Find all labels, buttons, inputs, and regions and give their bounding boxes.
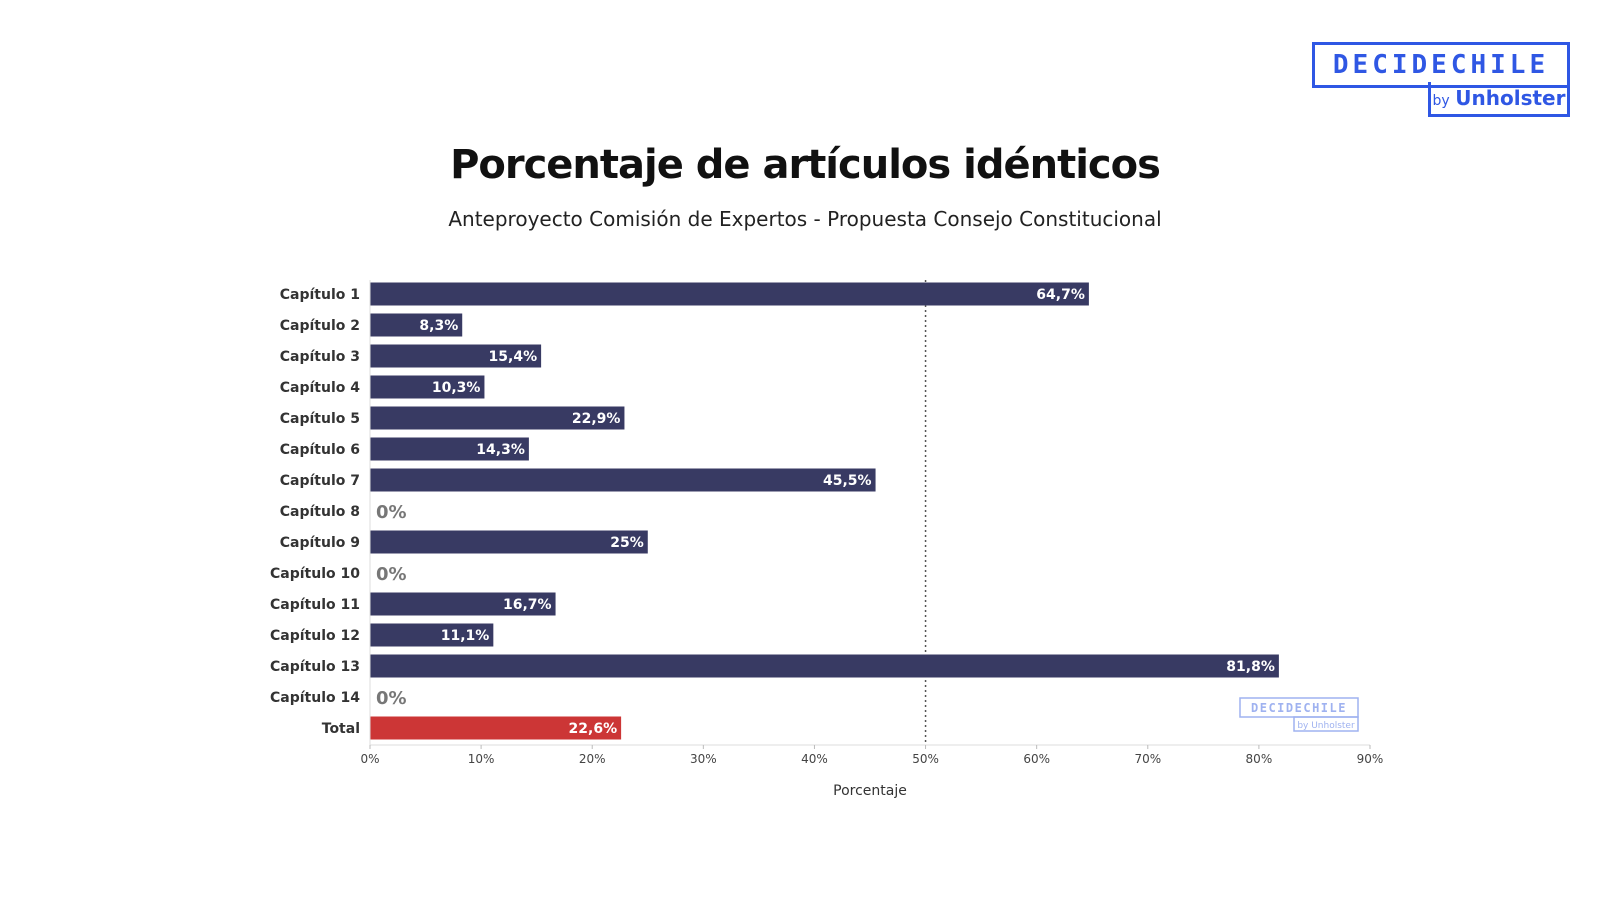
bar-value-label: 16,7% <box>503 597 552 613</box>
bar-value-label: 22,6% <box>569 721 618 737</box>
bar-value-label: 14,3% <box>476 442 525 458</box>
bar-value-label: 11,1% <box>441 628 490 644</box>
bar <box>370 437 529 461</box>
bar <box>370 344 542 368</box>
category-label: Capítulo 4 <box>280 380 360 396</box>
logo-brand-text: Unholster <box>1455 86 1566 110</box>
chart-title: Porcentaje de artículos idénticos <box>450 142 1161 188</box>
category-label: Capítulo 5 <box>280 411 360 427</box>
category-label: Capítulo 7 <box>280 473 360 489</box>
bar <box>370 375 485 399</box>
bar <box>370 468 876 492</box>
bar-value-label-zero: 0% <box>376 502 407 523</box>
category-label: Capítulo 3 <box>280 349 360 365</box>
x-tick-label: 90% <box>1357 752 1384 766</box>
x-tick-label: 60% <box>1023 752 1050 766</box>
bar <box>370 654 1279 678</box>
bar-value-label: 81,8% <box>1226 659 1275 675</box>
category-label: Capítulo 2 <box>280 318 360 334</box>
bar-value-label: 8,3% <box>419 318 458 334</box>
x-tick-label: 20% <box>579 752 606 766</box>
x-tick-label: 10% <box>468 752 495 766</box>
x-tick-label: 0% <box>360 752 379 766</box>
category-label: Capítulo 11 <box>270 597 360 613</box>
bar <box>370 313 463 337</box>
bar <box>370 623 494 647</box>
category-label: Capítulo 6 <box>280 442 360 458</box>
watermark-byline-frame <box>1293 716 1359 732</box>
logo-wordmark: DECIDECHILE <box>1312 42 1570 88</box>
bar-value-label-zero: 0% <box>376 688 407 709</box>
watermark-wordmark: DECIDECHILE <box>1251 701 1347 715</box>
bar <box>370 406 625 430</box>
x-tick-label: 80% <box>1246 752 1273 766</box>
bar-value-label: 10,3% <box>432 380 481 396</box>
bar-value-label: 64,7% <box>1036 287 1085 303</box>
chart-subtitle: Anteproyecto Comisión de Expertos - Prop… <box>448 207 1162 231</box>
bar-value-label-zero: 0% <box>376 564 407 585</box>
x-tick-label: 50% <box>912 752 939 766</box>
bar <box>370 592 556 616</box>
category-label: Capítulo 12 <box>270 628 360 644</box>
bar-total <box>370 716 622 740</box>
bar-value-label: 15,4% <box>489 349 538 365</box>
category-label: Capítulo 10 <box>270 566 360 582</box>
category-label: Capítulo 14 <box>270 690 360 706</box>
bar-value-label: 25% <box>610 535 644 551</box>
bar <box>370 282 1089 306</box>
x-tick-label: 40% <box>801 752 828 766</box>
watermark-byline: by Unholster <box>1297 721 1355 731</box>
category-label: Capítulo 13 <box>270 659 360 675</box>
bar <box>370 530 648 554</box>
x-tick-label: 70% <box>1134 752 1161 766</box>
category-label: Capítulo 1 <box>280 287 360 303</box>
x-tick-label: 30% <box>690 752 717 766</box>
logo-byline: by Unholster <box>1428 82 1570 117</box>
x-axis-title: Porcentaje <box>833 783 907 799</box>
bar-value-label: 45,5% <box>823 473 872 489</box>
category-label: Capítulo 9 <box>280 535 360 551</box>
category-label: Total <box>322 721 360 737</box>
category-label: Capítulo 8 <box>280 504 360 520</box>
logo-by-text: by <box>1432 93 1450 109</box>
bar-value-label: 22,9% <box>572 411 621 427</box>
decidechile-logo: DECIDECHILE by Unholster <box>1312 42 1570 120</box>
